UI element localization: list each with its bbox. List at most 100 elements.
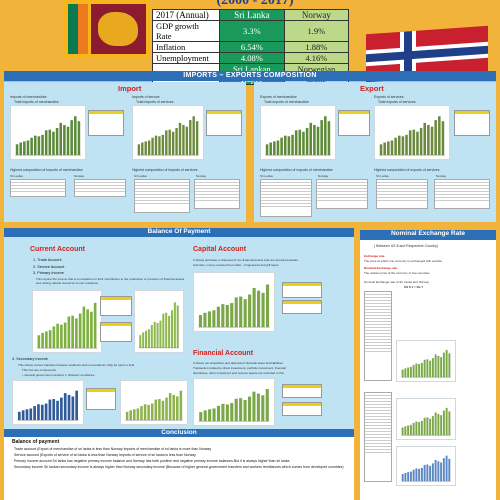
- capital-account-table-1: [282, 282, 322, 298]
- chart-bar: [151, 137, 154, 156]
- chart-bar: [313, 124, 316, 156]
- table-country-sri-lanka: Sri Lanka: [218, 9, 285, 21]
- chart-bar: [448, 411, 451, 436]
- chart-bar: [162, 313, 165, 348]
- chart-bar: [291, 134, 294, 156]
- chart-bar: [139, 335, 142, 348]
- chart-bar: [75, 318, 78, 349]
- chart-bar: [161, 134, 165, 156]
- chart-bar: [434, 354, 437, 378]
- chart-bar: [404, 426, 407, 436]
- chart-bar: [63, 124, 66, 156]
- chart-bar: [401, 136, 405, 156]
- chart-bar: [133, 409, 136, 421]
- chart-bar: [37, 404, 40, 421]
- chart-bar: [320, 120, 323, 156]
- chart-bar: [59, 122, 63, 156]
- sri-lanka-flag: [64, 0, 150, 58]
- import-country-right: Norway: [74, 174, 85, 178]
- nominal-exchange-label: Nominal Exchange rate: [364, 266, 398, 270]
- chart-bar: [273, 141, 276, 156]
- chart-bar: [420, 362, 423, 378]
- chart-bar: [437, 413, 440, 436]
- chart-bar: [445, 455, 448, 482]
- chart-bar: [440, 357, 443, 378]
- chart-bar: [150, 403, 154, 421]
- conclusion-bullet: Trade account (Export of merchandise of …: [14, 447, 212, 451]
- chart-bar: [409, 424, 412, 436]
- import-comp-right: Highest composition of imports of servic…: [132, 168, 198, 172]
- chart-bar: [252, 391, 256, 422]
- chart-bar: [407, 367, 410, 378]
- chart-bar: [161, 400, 165, 421]
- primary-income-item: 3. Primary Income: [33, 271, 64, 275]
- chart-bar: [154, 399, 158, 421]
- nominal-exchange-band: Nominal Exchange Rate: [360, 230, 496, 240]
- table-cell-sri-lanka: 3.3%: [218, 20, 285, 42]
- import-service-country-left: Sri Lanka: [134, 174, 147, 178]
- nominal-exchange-desc: The relative price of the currency of tw…: [364, 271, 430, 275]
- secondary-income-chart: [120, 380, 188, 425]
- chart-bar: [137, 144, 141, 156]
- chart-bar: [168, 315, 171, 348]
- chart-bar: [448, 353, 451, 378]
- chart-bar: [442, 410, 445, 436]
- chart-bar: [212, 408, 216, 422]
- chart-bar: [77, 121, 81, 156]
- chart-bar: [45, 331, 48, 349]
- chart-bar: [142, 332, 145, 348]
- export-service-country-right: Norway: [436, 174, 447, 178]
- chart-bar: [423, 359, 426, 378]
- financial-account-desc3: derivatives, other investment and reserv…: [193, 371, 284, 375]
- chart-bar: [52, 399, 56, 421]
- chart-bar: [44, 130, 48, 156]
- chart-bar: [158, 136, 161, 156]
- chart-bar: [173, 302, 176, 348]
- chart-bar: [445, 407, 448, 436]
- chart-bar: [429, 465, 432, 482]
- chart-bar: [141, 142, 144, 156]
- chart-bar: [70, 120, 73, 156]
- capital-account-chart: [193, 272, 275, 332]
- chart-bar: [401, 474, 404, 482]
- chart-bar: [265, 389, 269, 422]
- chart-bar: [256, 393, 260, 422]
- chart-bar: [90, 311, 93, 349]
- capital-account-title: Capital Account: [193, 246, 247, 253]
- financial-account-title: Financial Account: [193, 350, 254, 357]
- chart-bar: [407, 425, 410, 436]
- chart-bar: [440, 415, 443, 436]
- chart-bar: [37, 136, 41, 156]
- chart-bar: [71, 315, 74, 349]
- chart-bar: [170, 310, 173, 348]
- chart-bar: [261, 395, 265, 422]
- chart-bar: [203, 312, 207, 328]
- chart-bar: [387, 141, 390, 156]
- chart-bar: [172, 394, 175, 421]
- chart-bar: [397, 135, 401, 156]
- chart-bar: [324, 116, 327, 156]
- chart-bar: [198, 315, 203, 328]
- chart-bar: [316, 126, 320, 156]
- chart-bar: [252, 287, 256, 328]
- export-title: Export: [360, 84, 384, 93]
- chart-bar: [147, 329, 150, 348]
- chart-bar: [158, 399, 161, 421]
- chart-bar: [379, 144, 383, 156]
- import-country-left: Sri Lanka: [10, 174, 23, 178]
- chart-bar: [448, 458, 451, 482]
- service-account-table: [100, 322, 132, 342]
- chart-bar: [412, 422, 415, 436]
- chart-bar: [412, 469, 415, 482]
- capital-account-desc2: And also, money received from debt – for…: [193, 263, 279, 267]
- primary-income-table: [86, 388, 116, 410]
- chart-bar: [165, 312, 168, 348]
- table-row-label: GDP growth Rate: [152, 20, 220, 42]
- exchange-rate-label: Exchange rate: [364, 254, 385, 258]
- chart-bar: [437, 355, 440, 378]
- import-comp-left: Highest composition of imports of mercha…: [10, 168, 83, 172]
- secondary-income-item: 4. Secondary Income: [12, 357, 48, 361]
- export-sub-left2: Total exports of merchandise: [264, 100, 309, 104]
- chart-bar: [230, 303, 234, 328]
- capital-account-table-2: [282, 300, 322, 314]
